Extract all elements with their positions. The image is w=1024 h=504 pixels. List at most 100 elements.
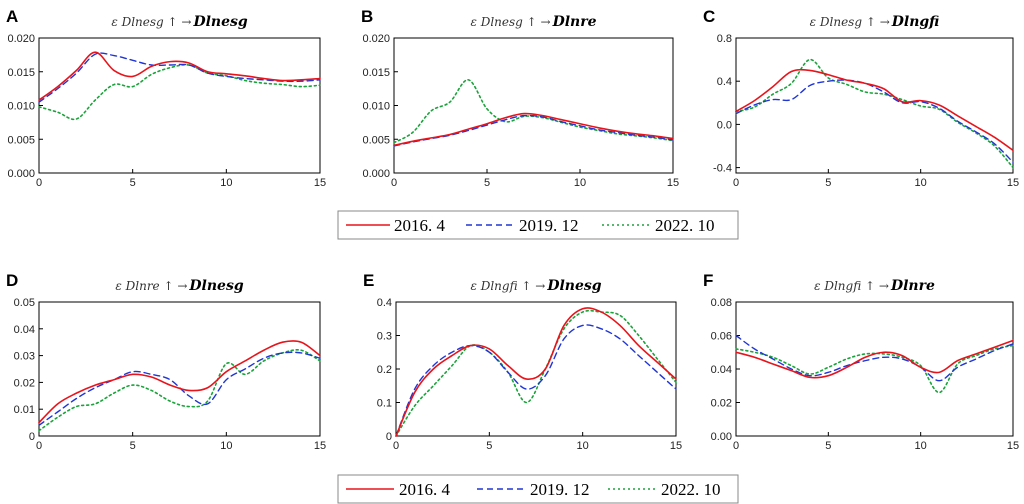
series-line-2019 xyxy=(735,334,1014,382)
panel-letter: F xyxy=(703,271,713,290)
y-tick-label: 0.2 xyxy=(377,364,392,376)
series-line-2016 xyxy=(395,307,677,437)
plot-frame xyxy=(38,301,321,437)
x-tick-label: 5 xyxy=(825,440,831,452)
panel-title-variable: Dlnesg xyxy=(192,14,247,30)
series-line-2016 xyxy=(393,112,674,147)
y-tick-label: 0.015 xyxy=(362,67,390,79)
y-tick-label: 0.000 xyxy=(7,168,35,180)
x-tick-label: 5 xyxy=(486,440,492,452)
series-line-2022 xyxy=(38,349,321,432)
legend-top: 2016. 4 2019. 12 2022. 10 xyxy=(337,210,739,240)
panel-letter: A xyxy=(6,7,18,26)
x-tick-label: 10 xyxy=(915,440,927,452)
series-line-2022 xyxy=(38,63,321,121)
panel-letter: B xyxy=(361,7,373,26)
series-line-2022 xyxy=(735,344,1014,394)
y-tick-label: 0.015 xyxy=(7,67,35,79)
plot-frame xyxy=(735,37,1014,174)
plot-frame xyxy=(395,301,677,437)
x-tick-label: 0 xyxy=(391,177,397,189)
y-tick-label: 0.4 xyxy=(377,297,392,309)
legend-top-label-2022: 2022. 10 xyxy=(655,216,715,235)
x-tick-label: 5 xyxy=(825,177,831,189)
legend-bottom-box xyxy=(337,474,739,504)
y-tick-label: 0.02 xyxy=(711,398,732,410)
x-tick-label: 0 xyxy=(36,440,42,452)
y-tick-label: 0.3 xyxy=(377,331,392,343)
x-tick-label: 0 xyxy=(733,440,739,452)
x-tick-label: 10 xyxy=(220,177,232,189)
x-tick-label: 15 xyxy=(667,177,679,189)
x-tick-label: 10 xyxy=(574,177,586,189)
panel-title-variable: Dlnre xyxy=(890,278,935,294)
x-tick-label: 10 xyxy=(220,440,232,452)
legend-top-box xyxy=(337,210,739,240)
y-tick-label: 0 xyxy=(29,431,35,443)
x-tick-label: 15 xyxy=(314,177,326,189)
legend-top-label-2019: 2019. 12 xyxy=(519,216,579,235)
series-line-2019 xyxy=(735,79,1014,163)
x-tick-label: 15 xyxy=(1007,177,1019,189)
panel-title-variable: Dlngfi xyxy=(891,14,940,30)
y-tick-label: 0.4 xyxy=(717,76,732,88)
legend-bottom: 2016. 4 2019. 12 2022. 10 xyxy=(337,474,739,504)
series-line-2016 xyxy=(735,339,1014,379)
y-tick-label: 0.000 xyxy=(362,168,390,180)
series-line-2019 xyxy=(395,324,677,437)
y-tick-label: 0.1 xyxy=(377,398,392,410)
legend-bottom-label-2019: 2019. 12 xyxy=(530,480,590,499)
x-tick-label: 15 xyxy=(314,440,326,452)
series-line-2016 xyxy=(38,340,321,424)
y-tick-label: 0.005 xyxy=(362,134,390,146)
y-tick-label: 0.010 xyxy=(7,101,35,113)
x-tick-label: 0 xyxy=(733,177,739,189)
panel-title: ε Dlnesg ↑ → Dlnesg xyxy=(111,14,248,30)
panel-title-prefix: ε Dlngfi ↑ → xyxy=(814,279,889,293)
panel-title-variable: Dlnesg xyxy=(546,278,601,294)
y-tick-label: 0.06 xyxy=(711,331,732,343)
x-tick-label: 5 xyxy=(484,177,490,189)
y-tick-label: 0 xyxy=(386,431,392,443)
series-line-2022 xyxy=(395,309,677,437)
x-tick-label: 0 xyxy=(36,177,42,189)
panel-title-prefix: ε Dlngfi ↑ → xyxy=(470,279,545,293)
x-tick-label: 5 xyxy=(130,177,136,189)
panel-title-prefix: ε Dlnesg ↑ → xyxy=(470,15,550,29)
panel-title: ε Dlngfi ↑ → Dlnesg xyxy=(470,278,601,294)
y-tick-label: 0.8 xyxy=(717,33,732,45)
panel-title-prefix: ε Dlnesg ↑ → xyxy=(111,15,191,29)
y-tick-label: 0.02 xyxy=(14,377,35,389)
panel-title-prefix: ε Dlnre ↑ → xyxy=(115,279,187,293)
x-tick-label: 10 xyxy=(915,177,927,189)
plot-frame xyxy=(393,37,674,174)
legend-top-label-2016: 2016. 4 xyxy=(394,216,446,235)
x-tick-label: 10 xyxy=(577,440,589,452)
y-tick-label: 0.05 xyxy=(14,297,35,309)
series-line-2022 xyxy=(735,58,1014,169)
y-tick-label: 0.01 xyxy=(14,404,35,416)
series-line-2019 xyxy=(393,114,674,147)
panel-letter: E xyxy=(363,271,374,290)
panel-title: ε Dlnesg ↑ → Dlngfi xyxy=(810,14,940,30)
y-tick-label: 0.04 xyxy=(711,364,732,376)
y-tick-label: 0.005 xyxy=(7,134,35,146)
y-tick-label: 0.0 xyxy=(717,119,732,131)
panel-title-variable: Dlnesg xyxy=(188,278,243,294)
panel-title-prefix: ε Dlnesg ↑ → xyxy=(810,15,890,29)
legend-bottom-label-2016: 2016. 4 xyxy=(399,480,451,499)
plot-frame xyxy=(735,301,1014,437)
panel-title-variable: Dlnre xyxy=(552,14,597,30)
y-tick-label: 0.020 xyxy=(7,33,35,45)
x-tick-label: 5 xyxy=(130,440,136,452)
x-tick-label: 15 xyxy=(670,440,682,452)
panel-title: ε Dlngfi ↑ → Dlnre xyxy=(814,278,935,294)
series-line-2016 xyxy=(735,68,1014,152)
